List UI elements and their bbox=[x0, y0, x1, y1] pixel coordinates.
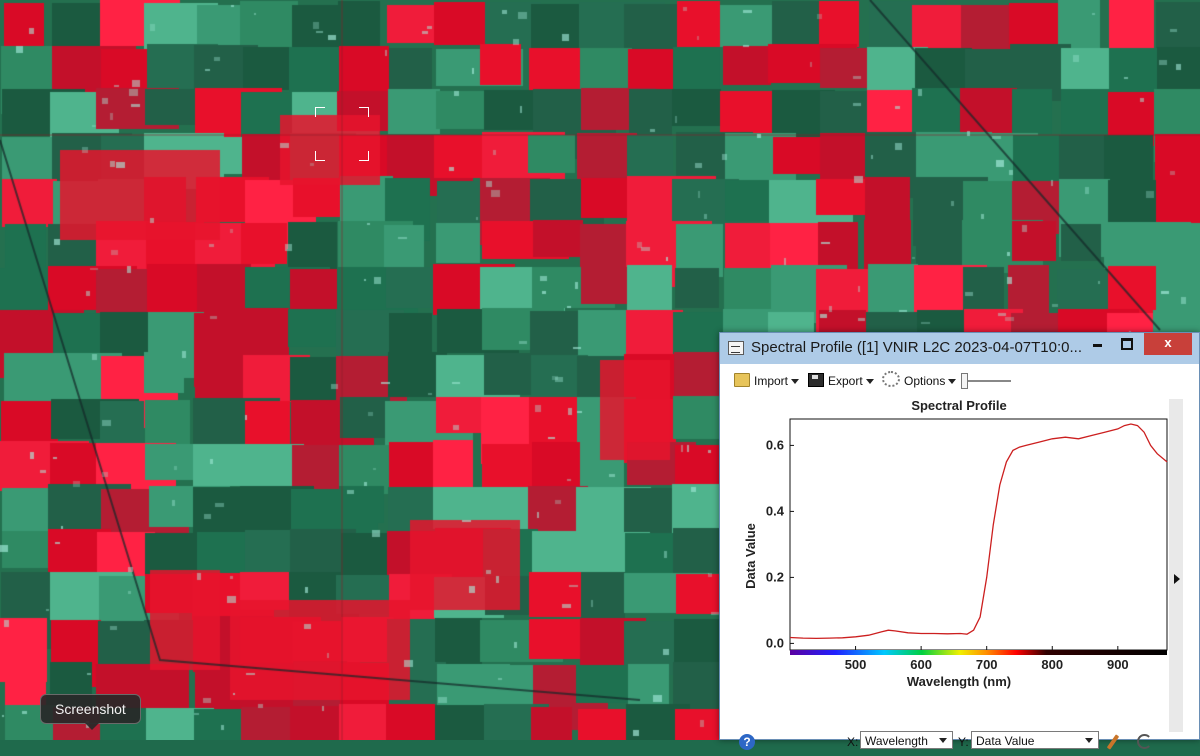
window-client-area: Import Export Options bbox=[727, 366, 1191, 750]
x-tick-label: 700 bbox=[976, 657, 998, 672]
slider-thumb[interactable] bbox=[961, 373, 968, 389]
plot-frame bbox=[789, 418, 1168, 651]
chevron-down-icon bbox=[791, 379, 800, 385]
y-tick-label: 0.2 bbox=[766, 569, 784, 584]
spectral-profile-window[interactable]: Spectral Profile ([1] VNIR L2C 2023-04-0… bbox=[719, 332, 1200, 750]
y-axis-select-value: Data Value bbox=[976, 734, 1035, 748]
pencil-icon[interactable] bbox=[1106, 734, 1120, 750]
y-tick-label: 0.4 bbox=[766, 503, 785, 518]
wavelength-color-strip bbox=[790, 650, 1167, 655]
maximize-button[interactable] bbox=[1113, 333, 1141, 355]
import-label: Import bbox=[754, 374, 789, 388]
save-disk-icon bbox=[808, 373, 824, 387]
chevron-down-icon bbox=[865, 379, 874, 385]
x-selector-label: X: bbox=[847, 735, 859, 749]
window-title: Spectral Profile ([1] VNIR L2C 2023-04-0… bbox=[751, 339, 1081, 356]
expand-panel-arrow-icon[interactable] bbox=[1174, 574, 1180, 584]
minimize-icon bbox=[1092, 344, 1102, 347]
folder-icon bbox=[734, 373, 750, 387]
crosshair-corner bbox=[359, 107, 369, 117]
chart-title: Spectral Profile bbox=[911, 398, 1006, 413]
x-axis-label: Wavelength (nm) bbox=[907, 674, 1011, 689]
x-tick-label: 600 bbox=[910, 657, 932, 672]
options-label: Options bbox=[904, 374, 946, 388]
x-tick-label: 800 bbox=[1041, 657, 1063, 672]
minimize-button[interactable] bbox=[1083, 333, 1111, 355]
chevron-down-icon bbox=[1085, 738, 1093, 743]
app-window-icon bbox=[728, 341, 744, 355]
export-menu-button[interactable]: Export bbox=[808, 371, 874, 391]
pixel-crosshair-cursor[interactable] bbox=[315, 107, 369, 161]
close-button[interactable]: x bbox=[1144, 333, 1192, 355]
refresh-icon[interactable] bbox=[1137, 734, 1152, 749]
window-titlebar[interactable]: Spectral Profile ([1] VNIR L2C 2023-04-0… bbox=[720, 333, 1199, 364]
x-tick-label: 500 bbox=[845, 657, 867, 672]
axis-selector-bar: ? X: Wavelength Y: Data Value bbox=[727, 726, 1191, 756]
side-panel-strip[interactable] bbox=[1169, 399, 1183, 669]
slider-track[interactable] bbox=[961, 380, 1011, 382]
screenshot-tooltip: Screenshot bbox=[40, 694, 141, 730]
y-selector-label: Y: bbox=[958, 735, 969, 749]
maximize-icon bbox=[1121, 338, 1133, 350]
y-tick-label: 0.0 bbox=[766, 635, 784, 650]
chevron-down-icon bbox=[939, 738, 947, 743]
options-menu-button[interactable]: Options bbox=[882, 371, 957, 391]
export-label: Export bbox=[828, 374, 863, 388]
crosshair-corner bbox=[315, 151, 325, 161]
import-menu-button[interactable]: Import bbox=[734, 371, 800, 391]
spectral-profile-chart[interactable]: Spectral Profile 500 600 700 800 900 0.0 0.2 0.… bbox=[741, 396, 1171, 692]
y-tick-label: 0.6 bbox=[766, 437, 784, 452]
gear-icon bbox=[882, 371, 900, 387]
x-axis-select[interactable]: Wavelength bbox=[860, 731, 953, 749]
x-tick-label: 900 bbox=[1107, 657, 1129, 672]
chevron-down-icon bbox=[948, 379, 957, 385]
help-icon[interactable]: ? bbox=[739, 734, 755, 750]
y-axis-select[interactable]: Data Value bbox=[971, 731, 1099, 749]
y-axis-label: Data Value bbox=[743, 523, 758, 589]
x-axis-select-value: Wavelength bbox=[865, 734, 928, 748]
crosshair-corner bbox=[315, 107, 325, 117]
side-panel-strip-lower[interactable] bbox=[1169, 669, 1183, 732]
crosshair-corner bbox=[359, 151, 369, 161]
spectral-profile-line bbox=[789, 423, 1168, 640]
